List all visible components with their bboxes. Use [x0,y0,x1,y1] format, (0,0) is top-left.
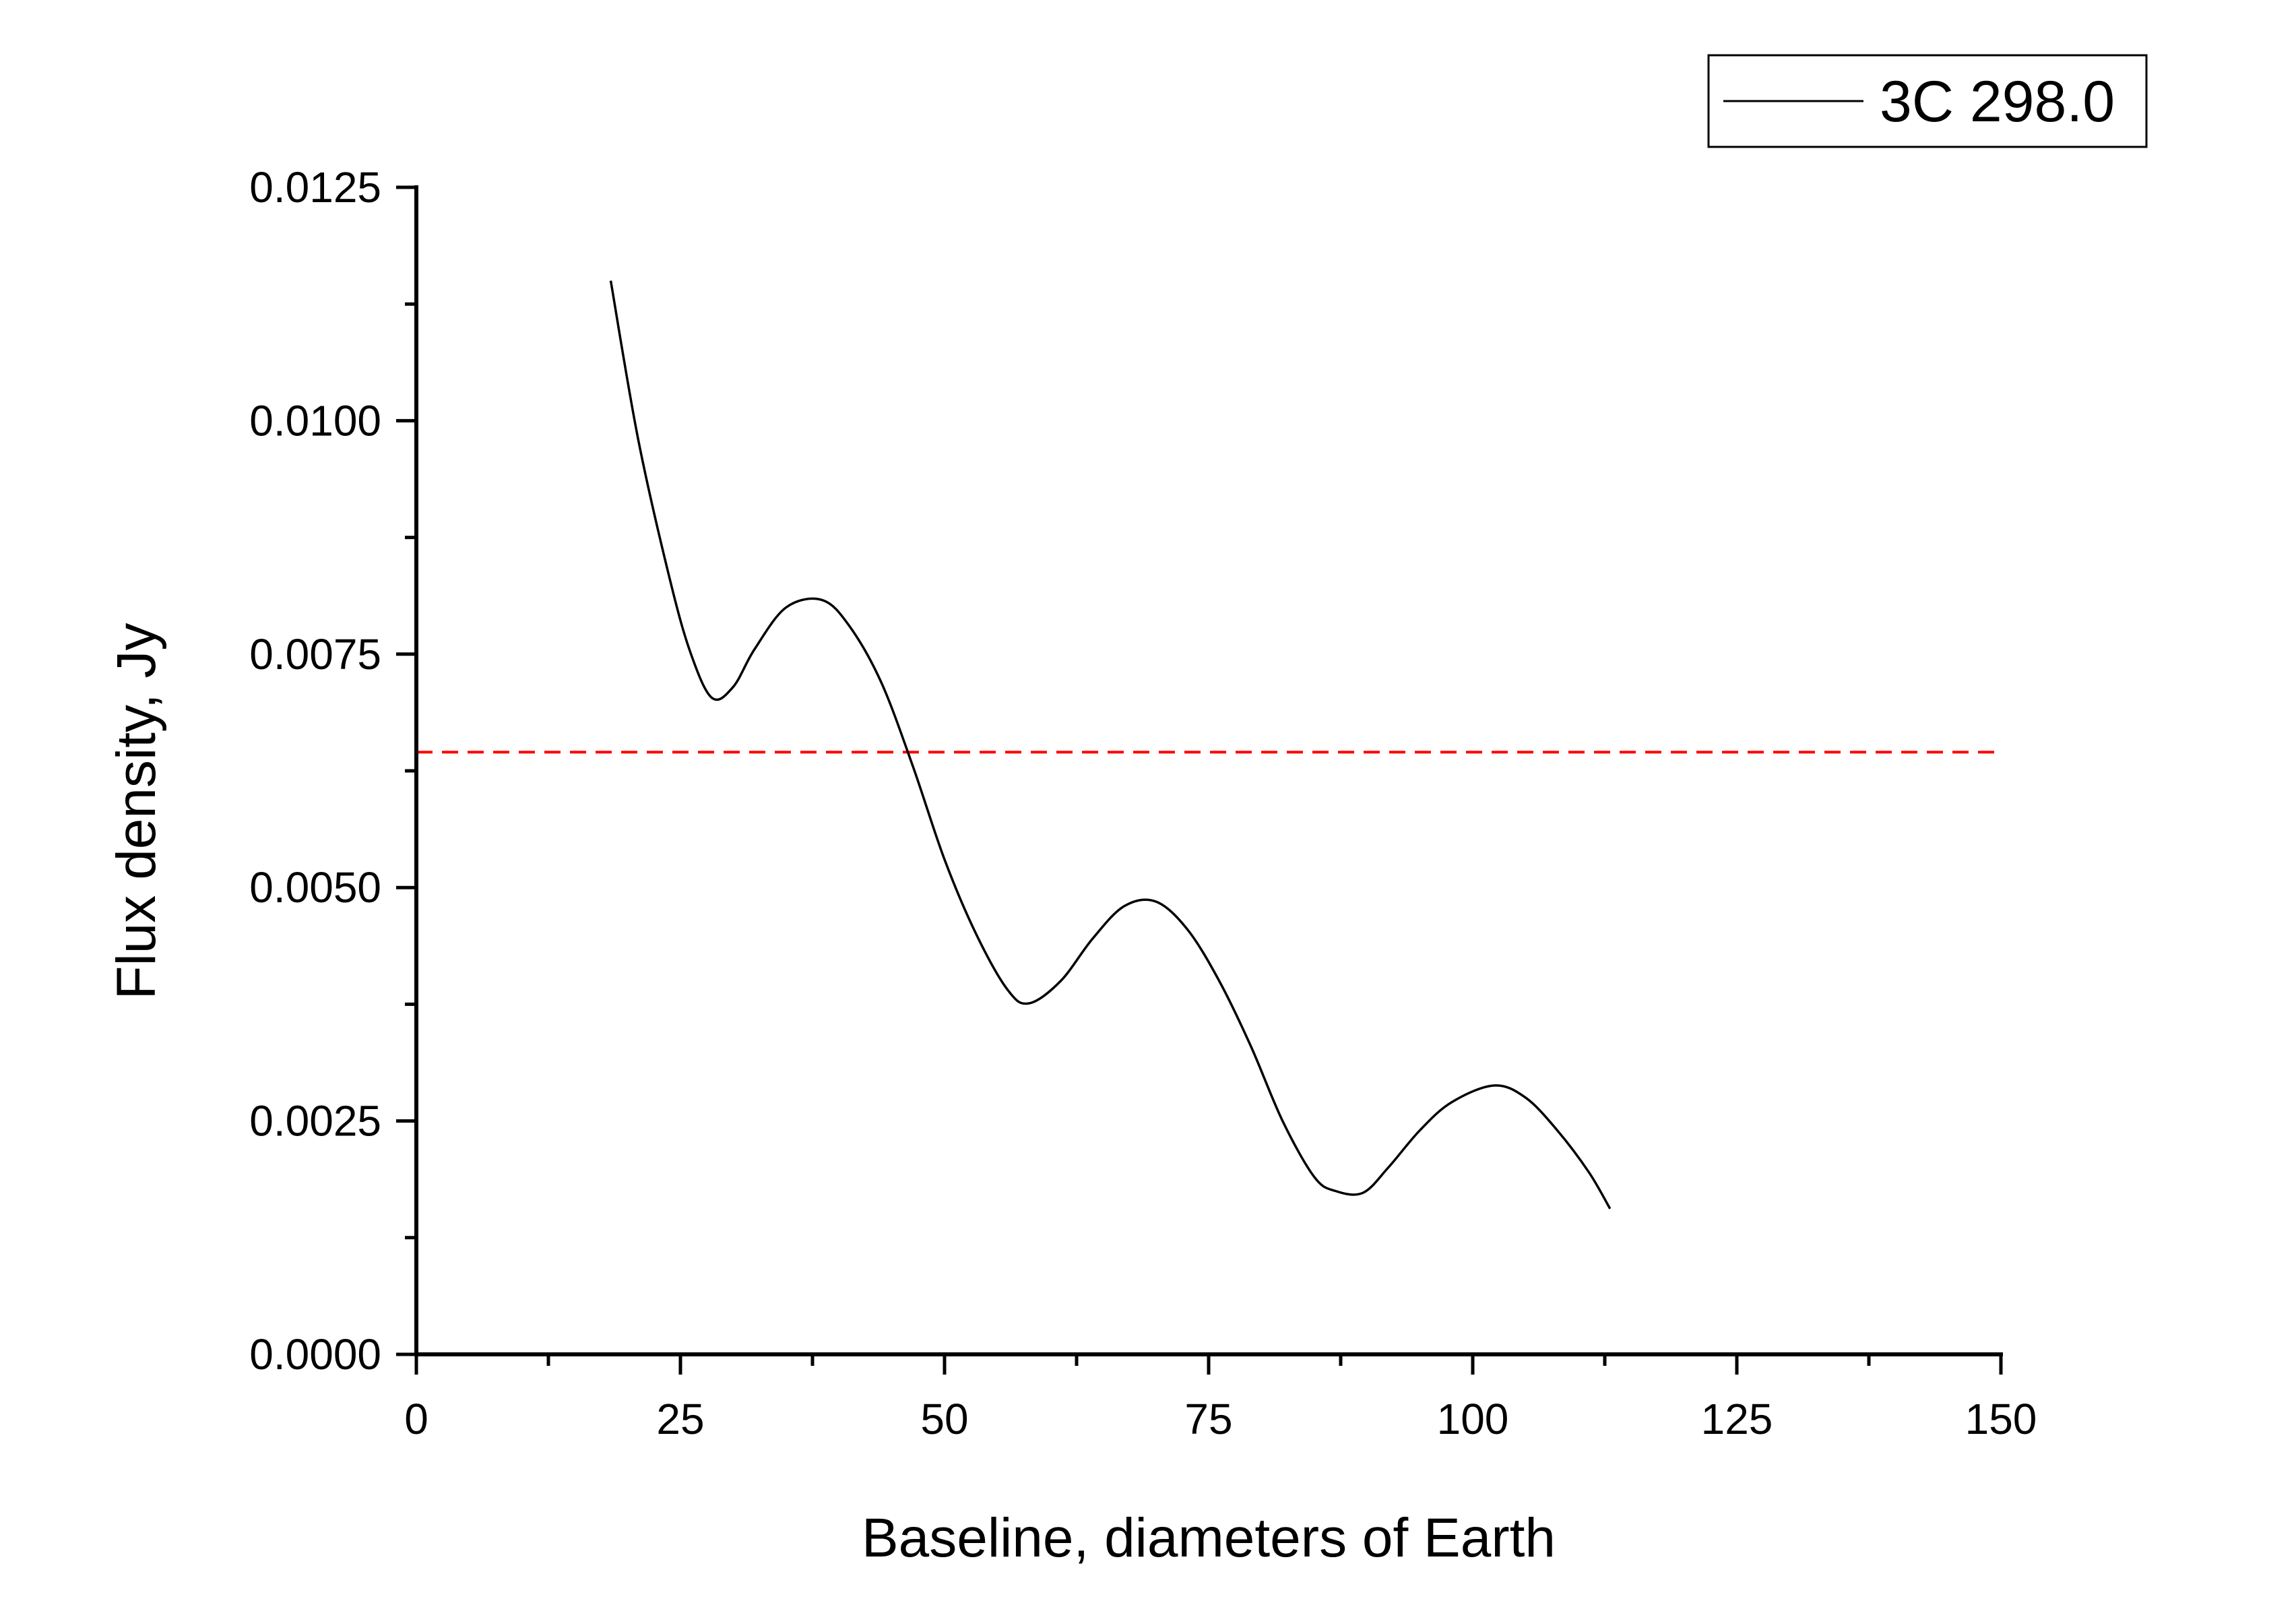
x-tick-label: 25 [656,1395,704,1443]
y-tick-label: 0.0125 [249,163,381,212]
series-lines [609,280,1612,1209]
series-line [609,280,1612,1209]
y-tick-label: 0.0100 [249,396,381,445]
y-tick-label: 0.0050 [249,863,381,912]
x-axis-ticks: 0 25 50 75 100 125 150 [404,1354,2037,1443]
legend: 3C 298.0 [1707,54,2148,148]
y-tick-label: 0.0000 [249,1330,381,1379]
y-axis-title: Flux density, Jy [106,623,167,1000]
legend-label: 3C 298.0 [1880,69,2115,134]
x-tick-label: 50 [920,1395,968,1443]
x-tick-label: 75 [1184,1395,1232,1443]
y-tick-label: 0.0075 [249,630,381,679]
x-axis-title: Baseline, diameters of Earth [862,1507,1556,1569]
y-tick-label: 0.0025 [249,1097,381,1145]
y-axis-ticks: 0.0000 0.0025 0.0050 0.0075 0.0100 0.0125 [249,163,416,1379]
x-tick-label: 150 [1965,1395,2037,1443]
x-tick-label: 0 [404,1395,428,1443]
x-tick-label: 125 [1701,1395,1773,1443]
axes [414,185,2003,1356]
x-tick-label: 100 [1437,1395,1509,1443]
